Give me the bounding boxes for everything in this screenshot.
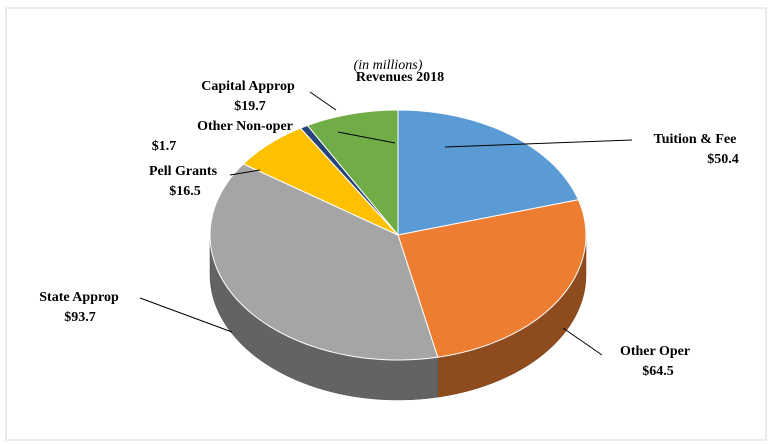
leader-line	[337, 131, 396, 144]
value-label: $1.7	[152, 139, 177, 154]
value-label: $16.5	[169, 184, 201, 199]
category-label: State Approp	[39, 290, 119, 305]
leader-line	[229, 169, 261, 176]
leader-line	[444, 139, 633, 148]
category-label: Tuition & Fee	[654, 132, 737, 147]
slice	[209, 163, 439, 361]
category-label: Pell Grants	[149, 164, 218, 179]
leader-line	[309, 91, 337, 111]
value-label: $50.4	[707, 152, 739, 167]
slice	[242, 127, 399, 236]
leader-line	[562, 327, 603, 356]
category-label: Other Oper	[620, 344, 690, 359]
slice	[306, 109, 399, 237]
value-label: $64.5	[642, 364, 674, 379]
value-label: $93.7	[64, 310, 96, 325]
leader-line	[139, 297, 233, 333]
category-label: Capital Approp	[201, 79, 295, 94]
category-label: Other Non-oper	[197, 119, 293, 134]
slice	[397, 109, 580, 236]
value-label: $19.7	[234, 99, 266, 114]
slice	[397, 199, 587, 358]
chart-title: Revenues 2018	[356, 70, 444, 85]
chart-subtitle: (in millions)	[354, 58, 423, 73]
